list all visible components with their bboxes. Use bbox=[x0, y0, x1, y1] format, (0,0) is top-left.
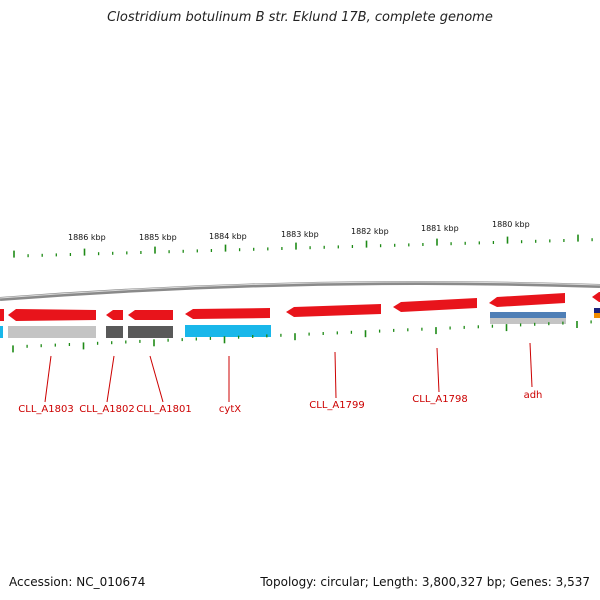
gene-label-cll-a1803: CLL_A1803 bbox=[18, 404, 73, 415]
sequence-tick-marks bbox=[12, 234, 593, 353]
leader-cll-a1801 bbox=[149, 355, 164, 403]
cog-bar-adh-gray bbox=[490, 318, 566, 324]
leader-cll-a1803 bbox=[44, 355, 52, 403]
kbp-label-1884: 1884 kbp bbox=[209, 232, 247, 241]
forward-strand-genes bbox=[0, 292, 600, 321]
gene-arrow-cll-a1803[interactable] bbox=[8, 309, 96, 321]
gene-arrow-cll-a1799[interactable] bbox=[286, 304, 381, 317]
cog-bar-cll-a1803 bbox=[8, 326, 96, 338]
kbp-label-1885: 1885 kbp bbox=[139, 233, 177, 242]
gene-arrow-adh[interactable] bbox=[489, 293, 565, 307]
gene-label-cll-a1802: CLL_A1802 bbox=[79, 404, 134, 415]
cog-bar-adh-blue bbox=[490, 312, 566, 318]
gene-label-cytx: cytX bbox=[219, 404, 241, 415]
gene-arrow-cytx[interactable] bbox=[185, 308, 270, 319]
gene-arrow-edge-right[interactable] bbox=[592, 292, 600, 302]
gene-arrow-cll-a1802[interactable] bbox=[106, 310, 123, 320]
accession-text: Accession: NC_010674 bbox=[9, 575, 146, 589]
genome-backbone bbox=[0, 280, 600, 301]
kbp-label-1881: 1881 kbp bbox=[421, 224, 459, 233]
cog-bar-cytx bbox=[185, 325, 271, 337]
kbp-label-1886: 1886 kbp bbox=[68, 233, 106, 242]
gene-label-cll-a1798: CLL_A1798 bbox=[412, 394, 467, 405]
gene-arrow-cll-a1798[interactable] bbox=[393, 298, 477, 312]
gene-label-adh: adh bbox=[524, 390, 543, 401]
kbp-label-1880: 1880 kbp bbox=[492, 220, 530, 229]
cog-bar-edge-left bbox=[0, 326, 3, 338]
cog-bar-cll-a1802 bbox=[106, 326, 123, 338]
kbp-label-1882: 1882 kbp bbox=[351, 227, 389, 236]
leader-cll-a1799 bbox=[334, 351, 337, 399]
genome-summary-text: Topology: circular; Length: 3,800,327 bp… bbox=[260, 575, 590, 589]
leader-adh bbox=[529, 342, 533, 388]
leader-cll-a1802 bbox=[106, 355, 115, 403]
leader-cll-a1798 bbox=[436, 347, 440, 393]
cog-bar-edge-right-orange bbox=[594, 313, 600, 318]
gene-arrow-edge-left[interactable] bbox=[0, 309, 4, 321]
gene-label-leaders bbox=[44, 342, 533, 403]
gene-label-cll-a1799: CLL_A1799 bbox=[309, 400, 364, 411]
gene-arrow-cll-a1801[interactable] bbox=[128, 310, 173, 320]
cog-bar-cll-a1801 bbox=[128, 326, 173, 338]
kbp-label-1883: 1883 kbp bbox=[281, 230, 319, 239]
cog-category-bars bbox=[0, 308, 600, 338]
map-title: Clostridium botulinum B str. Eklund 17B,… bbox=[107, 10, 493, 25]
gene-label-cll-a1801: CLL_A1801 bbox=[136, 404, 191, 415]
cog-bar-edge-right-navy bbox=[594, 308, 600, 313]
genome-backbone-highlight bbox=[0, 281, 600, 299]
